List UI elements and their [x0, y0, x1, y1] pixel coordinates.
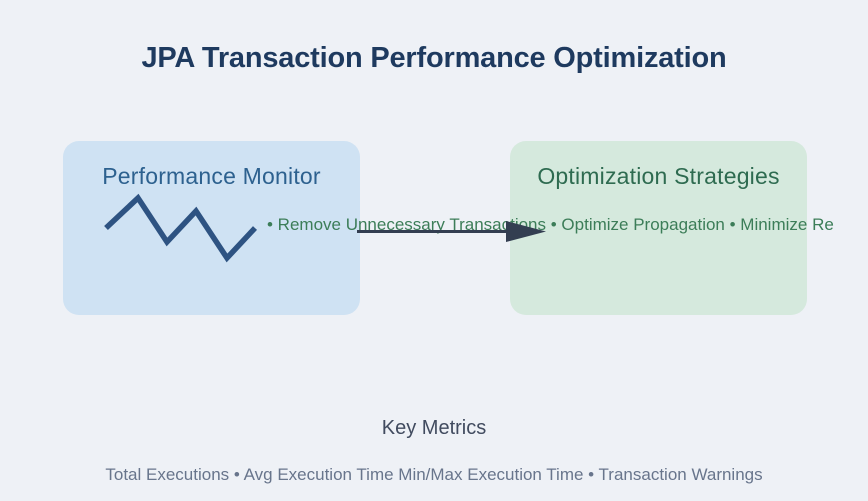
performance-monitor-title: Performance Monitor: [102, 163, 321, 189]
strategies-bullet-list: • Remove Unnecessary Transactions • Opti…: [267, 215, 834, 234]
performance-monitor-box: Performance Monitor: [63, 141, 360, 315]
page-title: JPA Transaction Performance Optimization: [141, 42, 727, 74]
line-chart-icon: [104, 193, 258, 263]
key-metrics-items: Total Executions • Avg Execution Time Mi…: [105, 465, 763, 484]
optimization-strategies-title: Optimization Strategies: [537, 163, 780, 189]
arrow-right-icon: [357, 221, 546, 242]
key-metrics-heading: Key Metrics: [381, 417, 487, 439]
optimization-strategies-box: Optimization Strategies: [510, 141, 807, 315]
